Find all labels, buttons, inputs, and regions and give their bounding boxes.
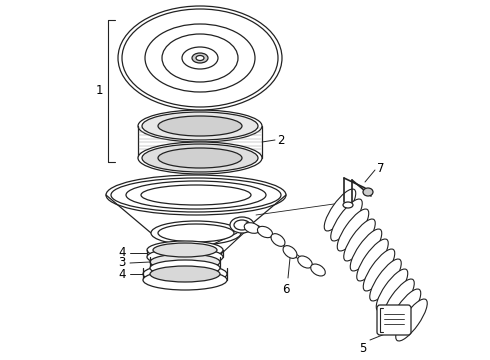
Ellipse shape [357, 239, 388, 281]
Ellipse shape [122, 9, 278, 107]
Ellipse shape [158, 148, 242, 168]
Ellipse shape [383, 279, 414, 321]
Ellipse shape [343, 219, 375, 261]
Ellipse shape [331, 199, 362, 241]
Text: 2: 2 [277, 134, 285, 147]
FancyBboxPatch shape [377, 305, 411, 335]
Ellipse shape [324, 189, 356, 231]
Ellipse shape [257, 226, 272, 238]
Text: 3: 3 [119, 256, 126, 270]
Ellipse shape [143, 264, 227, 284]
Ellipse shape [145, 24, 255, 92]
Ellipse shape [234, 220, 250, 230]
Text: 5: 5 [359, 342, 366, 355]
Ellipse shape [162, 34, 238, 82]
Ellipse shape [150, 266, 220, 282]
Ellipse shape [244, 223, 260, 233]
Ellipse shape [153, 243, 217, 257]
Text: 7: 7 [377, 162, 385, 175]
Ellipse shape [151, 221, 241, 245]
Ellipse shape [182, 47, 218, 69]
Ellipse shape [363, 249, 395, 291]
Ellipse shape [396, 299, 427, 341]
Ellipse shape [126, 181, 266, 209]
Ellipse shape [376, 269, 408, 311]
Ellipse shape [141, 185, 251, 205]
Ellipse shape [150, 254, 220, 270]
Ellipse shape [111, 178, 281, 212]
Ellipse shape [150, 260, 220, 276]
Ellipse shape [271, 234, 285, 246]
Ellipse shape [106, 175, 286, 215]
Ellipse shape [350, 229, 382, 271]
Ellipse shape [196, 55, 204, 60]
Ellipse shape [363, 188, 373, 196]
Ellipse shape [147, 248, 223, 266]
Ellipse shape [143, 270, 227, 290]
Ellipse shape [192, 53, 208, 63]
Ellipse shape [138, 142, 262, 174]
Ellipse shape [138, 110, 262, 142]
Ellipse shape [337, 209, 369, 251]
Ellipse shape [389, 289, 421, 331]
Ellipse shape [230, 217, 254, 233]
Text: 6: 6 [282, 283, 290, 296]
Ellipse shape [158, 116, 242, 136]
Ellipse shape [298, 256, 312, 268]
Ellipse shape [158, 224, 234, 242]
Text: 1: 1 [96, 84, 103, 96]
Ellipse shape [142, 112, 258, 140]
Ellipse shape [118, 6, 282, 110]
Ellipse shape [283, 246, 297, 258]
Text: 4: 4 [119, 267, 126, 280]
Ellipse shape [147, 241, 223, 259]
Ellipse shape [370, 259, 401, 301]
Text: 4: 4 [119, 247, 126, 260]
Ellipse shape [311, 264, 325, 276]
Ellipse shape [343, 202, 353, 208]
Ellipse shape [142, 144, 258, 172]
